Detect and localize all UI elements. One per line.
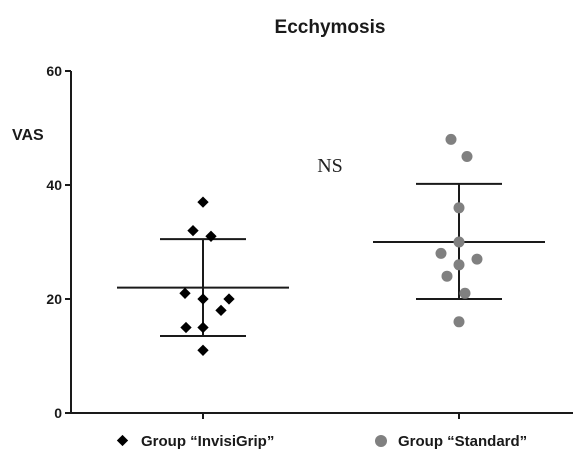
y-tick-label: 20 (46, 291, 62, 307)
y-tick-label: 40 (46, 177, 62, 193)
legend: Group “InvisiGrip” Group “Standard” (116, 433, 527, 450)
y-tick-label: 0 (54, 405, 62, 421)
point-standard (453, 202, 465, 214)
point-standard (461, 151, 473, 162)
point-standard (441, 270, 453, 282)
point-invisigrip (197, 196, 209, 208)
data-marks (117, 133, 545, 356)
point-invisigrip (197, 321, 209, 334)
point-invisigrip (187, 224, 199, 237)
point-invisigrip (223, 293, 235, 305)
point-invisigrip (179, 287, 191, 299)
legend-marker-invisigrip (116, 434, 129, 447)
point-invisigrip (180, 321, 192, 334)
point-standard (453, 259, 465, 271)
y-ticks: 0 20 40 60 (46, 63, 71, 421)
point-standard (435, 247, 447, 259)
point-standard (453, 236, 465, 248)
point-standard (471, 253, 483, 265)
point-invisigrip (197, 344, 209, 356)
chart-title: Ecchymosis (275, 17, 386, 38)
legend-label-standard: Group “Standard” (398, 433, 527, 450)
point-standard (459, 287, 471, 299)
y-axis-label: VAS (12, 127, 44, 144)
legend-marker-standard (375, 435, 387, 447)
legend-label-invisigrip: Group “InvisiGrip” (141, 433, 274, 450)
point-invisigrip (205, 230, 217, 242)
point-standard (445, 133, 457, 145)
point-standard (453, 316, 465, 328)
point-invisigrip (197, 293, 209, 305)
point-invisigrip (215, 304, 227, 317)
y-tick-label: 60 (46, 63, 62, 79)
ns-annotation: NS (317, 155, 343, 177)
